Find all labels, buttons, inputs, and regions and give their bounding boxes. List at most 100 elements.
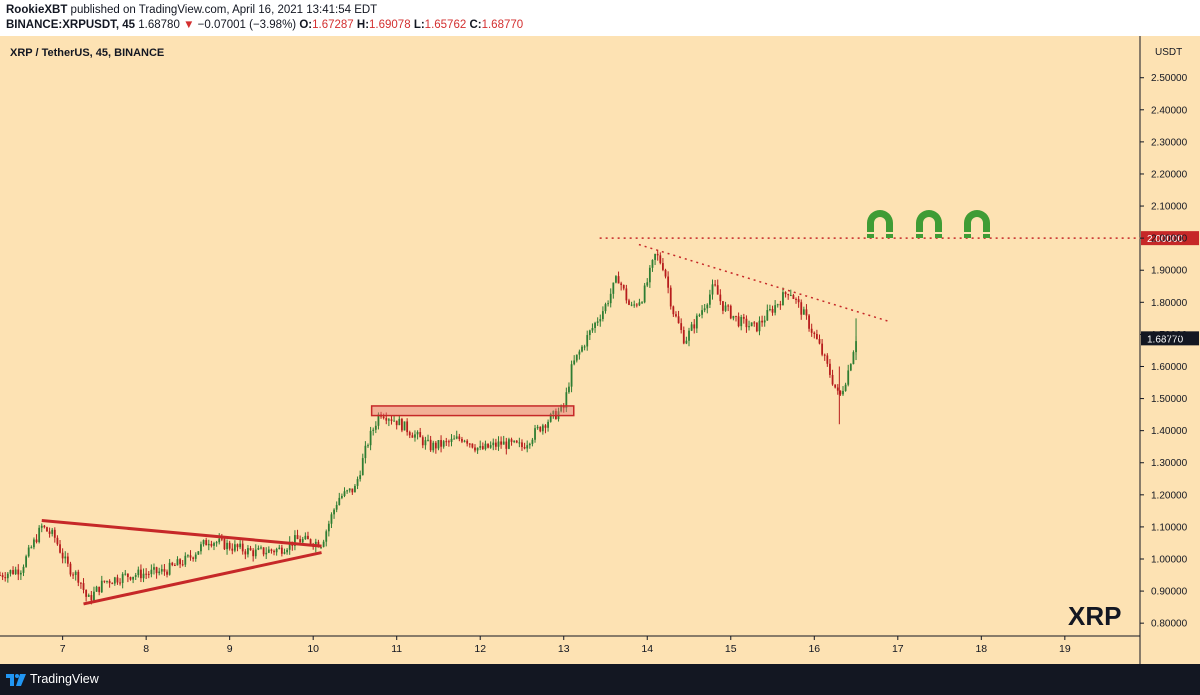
ohlc-line: BINANCE:XRPUSDT, 45 1.68780 ▼ −0.07001 (… <box>6 19 523 31</box>
candle-body <box>518 442 521 444</box>
x-tick-label: 10 <box>307 643 319 655</box>
candle-body <box>479 446 482 448</box>
candle-body <box>59 544 61 553</box>
candle-body <box>369 430 372 446</box>
candle-body <box>724 305 727 311</box>
candle-body <box>205 540 208 546</box>
candle-body <box>792 295 795 299</box>
candle-body <box>56 537 59 545</box>
candle-body <box>826 355 829 364</box>
candle-body <box>502 441 505 445</box>
candle-body <box>852 352 855 365</box>
candle-body <box>385 418 388 421</box>
candle-body <box>166 571 168 575</box>
candle-body <box>823 354 826 356</box>
candle-body <box>257 548 260 550</box>
x-tick-label: 17 <box>892 643 904 655</box>
candle-body <box>688 330 690 341</box>
candle-body <box>646 282 649 286</box>
candle-body <box>758 320 761 332</box>
candle-body <box>839 390 842 395</box>
candle-body <box>275 548 278 553</box>
candle-body <box>818 339 821 344</box>
candle-body <box>163 569 166 572</box>
candle-body <box>755 322 758 332</box>
candle-body <box>398 418 401 426</box>
candle-body <box>539 426 542 432</box>
candle-body <box>301 539 304 543</box>
price-chart[interactable]: 2.00000 1.68770 0.80000 0.90000 1.00000 1.10… <box>0 36 1200 664</box>
candle-body <box>659 255 662 264</box>
candle-body <box>745 318 748 328</box>
magnet-icon <box>867 210 893 238</box>
candle-body <box>64 556 67 559</box>
candle-body <box>716 285 719 295</box>
candle-body <box>14 569 17 575</box>
candle-body <box>484 443 487 450</box>
candle-body <box>98 586 101 593</box>
candle-body <box>0 575 1 577</box>
candle-body <box>6 573 9 579</box>
candle-body <box>685 340 688 344</box>
candle-body <box>273 550 275 553</box>
candle-body <box>382 416 385 419</box>
candle-body <box>693 324 696 329</box>
candle-body <box>335 504 338 510</box>
candle-body <box>43 525 46 528</box>
candle-body <box>22 566 25 573</box>
last-price-tag <box>1141 331 1199 346</box>
candle-body <box>419 432 422 438</box>
candle-body <box>213 543 215 546</box>
footer-bar: TradingView <box>0 664 1200 695</box>
time-axis[interactable]: 7 8 9 10 11 12 13 14 15 16 17 18 19 <box>60 636 1071 655</box>
candle-body <box>682 330 685 344</box>
magnet-icon <box>916 210 942 238</box>
candle-body <box>181 564 184 566</box>
tradingview-brand[interactable]: TradingView <box>30 672 99 686</box>
candle-body <box>38 527 41 543</box>
candle-body <box>296 535 299 540</box>
candle-body <box>586 335 589 347</box>
author-name[interactable]: RookieXBT <box>6 4 68 16</box>
tradingview-logo-icon[interactable] <box>6 673 28 687</box>
candle-body <box>732 315 735 319</box>
candle-body <box>664 269 667 277</box>
candle-body <box>761 320 763 323</box>
candle-body <box>153 567 155 570</box>
candle-body <box>46 527 48 532</box>
candle-body <box>750 322 753 327</box>
price-axis[interactable]: 0.80000 0.90000 1.00000 1.10000 1.20000 1.300… <box>1140 73 1188 630</box>
x-tick-label: 16 <box>808 643 820 655</box>
candle-body <box>85 589 88 597</box>
candle-body <box>560 405 563 412</box>
candle-body <box>348 488 351 491</box>
y-tick-label: 1.70000 <box>1151 330 1188 341</box>
candle-body <box>779 304 782 306</box>
candle-body <box>338 497 341 505</box>
candle-body <box>325 531 328 542</box>
candle-body <box>609 293 612 304</box>
magnet-body <box>867 210 893 232</box>
high-label: H: <box>356 19 370 31</box>
candle-body <box>25 556 27 567</box>
candle-body <box>307 535 309 540</box>
candle-body <box>466 440 469 444</box>
candle-body <box>607 303 610 305</box>
x-tick-label: 13 <box>558 643 570 655</box>
candle-body <box>278 547 281 549</box>
y-tick-label: 0.90000 <box>1151 587 1188 598</box>
chart-title: XRP / TetherUS, 45, BINANCE <box>10 47 164 59</box>
candle-body <box>113 577 116 584</box>
candle-body <box>654 253 656 260</box>
candle-body <box>343 491 346 496</box>
candle-body <box>437 440 440 449</box>
candle-body <box>802 309 805 315</box>
candle-body <box>372 429 375 431</box>
candle-body <box>322 541 325 547</box>
candle-body <box>544 425 547 428</box>
magnet-pole <box>935 234 942 238</box>
candle-body <box>829 363 831 375</box>
candle-body <box>541 425 544 432</box>
candle-body <box>228 542 231 549</box>
y-tick-label: 1.10000 <box>1151 522 1188 533</box>
